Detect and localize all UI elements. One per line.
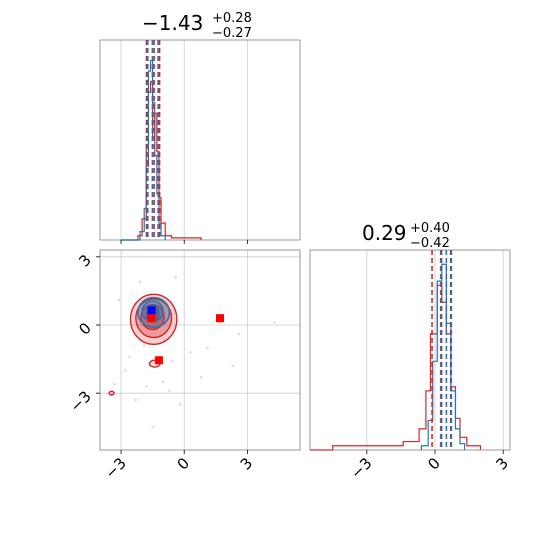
title2-plus: +0.40 xyxy=(410,221,450,236)
scatter-point xyxy=(143,344,146,347)
scatter-point xyxy=(128,355,131,359)
scatter-point xyxy=(138,280,142,284)
scatter-param1-param2-panel: −3 0 3 −3 0 3 xyxy=(66,249,301,482)
hist-param2-title: 0.29 +0.40 −0.42 xyxy=(362,221,450,251)
svg-text:−1.43: −1.43 xyxy=(142,11,203,35)
scatter-point xyxy=(161,380,165,384)
x-tick-label: 3 xyxy=(237,454,256,473)
scatter-point xyxy=(273,321,276,324)
scatter-point xyxy=(113,382,116,386)
hist-step-blue xyxy=(420,263,466,450)
y-tick-label: 0 xyxy=(75,319,94,338)
marker-red xyxy=(154,356,163,365)
title2-value: 0.29 xyxy=(362,221,407,245)
y-tick-label: −3 xyxy=(66,387,94,415)
hist-step-red xyxy=(310,284,482,451)
title1-minus: −0.27 xyxy=(212,26,252,41)
scatter-point xyxy=(231,364,234,368)
x-tick-label: −3 xyxy=(347,454,375,482)
hist-param2-panel: −3 0 3 xyxy=(309,249,512,482)
hist-param1-panel xyxy=(99,39,301,244)
scatter-point xyxy=(206,346,209,349)
scatter-point xyxy=(199,376,203,379)
scatter-point xyxy=(170,360,173,363)
y-tick-label: 3 xyxy=(75,251,94,270)
hist-param1-title: −1.43 +0.28 −0.27 xyxy=(142,11,252,41)
marker-red xyxy=(147,314,156,323)
hist-step-blue xyxy=(121,59,166,241)
contour-red xyxy=(108,390,115,396)
scatter-point xyxy=(124,369,127,372)
panel-frame xyxy=(309,249,511,451)
panel-frame xyxy=(99,39,301,241)
title1-value: −1.43 xyxy=(142,11,203,35)
title2-minus: −0.42 xyxy=(410,236,450,251)
panel-frame xyxy=(99,249,301,451)
scatter-point xyxy=(237,332,241,336)
x-tick-label: 3 xyxy=(493,454,512,473)
scatter-point xyxy=(189,351,192,354)
x-tick-label: 0 xyxy=(174,454,193,473)
scatter-point xyxy=(145,385,148,388)
scatter-point xyxy=(174,276,177,279)
marker-red xyxy=(216,314,224,323)
x-tick-label: 0 xyxy=(424,454,443,473)
hist-step-red xyxy=(121,81,202,241)
scatter-point xyxy=(168,389,171,393)
scatter-point xyxy=(117,298,121,302)
scatter-point xyxy=(178,403,182,406)
marker-blue xyxy=(147,306,156,315)
x-tick-label: −3 xyxy=(102,454,130,482)
scatter-point xyxy=(134,398,137,402)
title1-plus: +0.28 xyxy=(212,11,252,26)
scatter-point xyxy=(151,426,154,429)
